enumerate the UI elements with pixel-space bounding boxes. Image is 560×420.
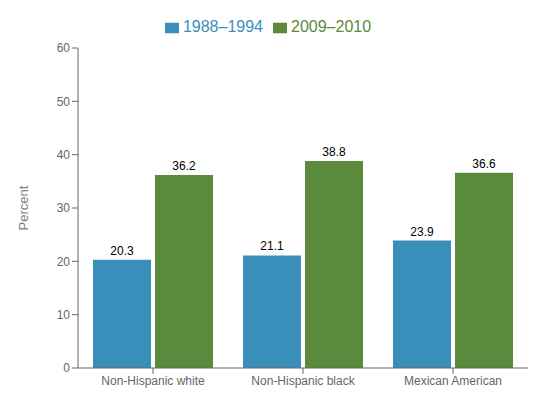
- svg-text:Non-Hispanic black: Non-Hispanic black: [251, 374, 355, 388]
- svg-text:0: 0: [63, 361, 70, 375]
- svg-text:10: 10: [57, 308, 71, 322]
- svg-text:21.1: 21.1: [260, 239, 284, 253]
- svg-text:40: 40: [57, 148, 71, 162]
- html-text:1988–1994: 1988–1994: [182, 18, 263, 35]
- svg-text:30: 30: [57, 201, 71, 215]
- html-text:2009–2010: 2009–2010: [291, 18, 372, 35]
- svg-text:60: 60: [57, 41, 71, 55]
- svg-text:36.2: 36.2: [172, 159, 196, 173]
- svg-text:Non-Hispanic white: Non-Hispanic white: [101, 374, 205, 388]
- svg-text:23.9: 23.9: [410, 225, 434, 239]
- svg-text:36.6: 36.6: [472, 157, 496, 171]
- svg-text:50: 50: [57, 95, 71, 109]
- svg-text:20: 20: [57, 255, 71, 269]
- svg-text:Percent: Percent: [16, 185, 31, 230]
- svg-text:38.8: 38.8: [322, 145, 346, 159]
- svg-text:Mexican American: Mexican American: [404, 374, 502, 388]
- svg-text:20.3: 20.3: [110, 244, 134, 258]
